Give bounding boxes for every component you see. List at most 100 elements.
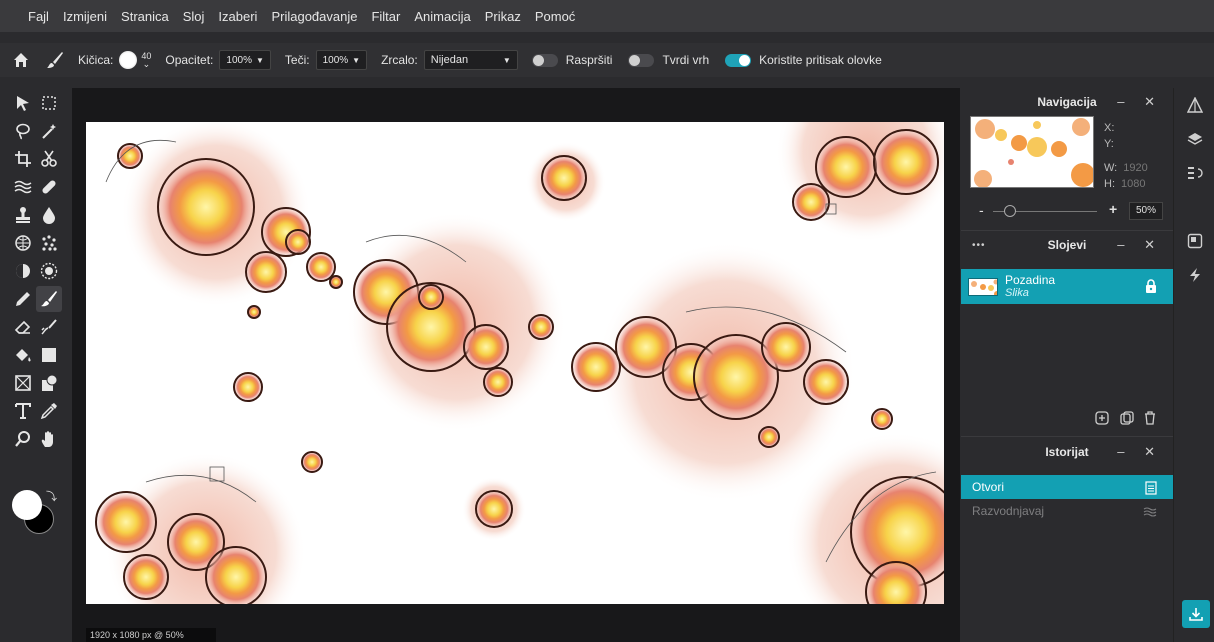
scatter-toggle[interactable] — [531, 53, 558, 67]
menu-help[interactable]: Pomoć — [534, 8, 576, 24]
download-icon — [1189, 608, 1203, 621]
zoom-slider-thumb[interactable] — [1004, 205, 1016, 217]
panel-controls[interactable]: – ✕ — [1117, 94, 1163, 109]
panel-controls[interactable]: – ✕ — [1117, 237, 1163, 252]
document-icon — [1145, 475, 1157, 499]
side-panels: Navigacija – ✕ X: Y: W: 19 — [961, 88, 1173, 642]
lightning-icon[interactable] — [1184, 264, 1206, 286]
menu-animation[interactable]: Animacija — [414, 8, 471, 24]
pencil-tool[interactable] — [10, 286, 36, 312]
layers-icon[interactable] — [1184, 128, 1206, 150]
history-item-open[interactable]: Otvori — [961, 475, 1173, 499]
move-tool[interactable] — [10, 90, 36, 116]
menu-filter[interactable]: Filtar — [371, 8, 401, 24]
gradient-tool[interactable] — [36, 342, 62, 368]
hand-tool[interactable] — [36, 426, 62, 452]
sponge-tool[interactable] — [10, 230, 36, 256]
eraser-icon — [14, 320, 31, 334]
brush-tool[interactable] — [36, 286, 62, 312]
brush-size-stepper[interactable]: 40 ⌄ — [141, 52, 151, 69]
brush-preview[interactable] — [119, 51, 138, 69]
add-layer-icon[interactable] — [1095, 411, 1109, 428]
menu-edit[interactable]: Izmijeni — [62, 8, 108, 24]
layer-type: Slika — [1005, 287, 1029, 299]
crop-tool[interactable] — [10, 146, 36, 172]
delete-layer-icon[interactable] — [1144, 411, 1156, 428]
navigation-header: Navigacija – ✕ — [961, 88, 1173, 116]
flow-label: Teči: — [284, 53, 310, 67]
brush-label: Kičica: — [78, 53, 114, 67]
download-button[interactable] — [1182, 600, 1210, 628]
scissors-tool[interactable] — [36, 146, 62, 172]
zoom-out-button[interactable]: - — [979, 202, 984, 218]
frame-icon — [15, 375, 31, 391]
canvas-workarea: 1920 x 1080 px @ 50% — [72, 88, 960, 642]
menu-layer[interactable]: Sloj — [182, 8, 205, 24]
healing-tool[interactable] — [36, 174, 62, 200]
swap-colors-icon[interactable]: ⤵ — [46, 491, 57, 503]
foreground-color-swatch[interactable] — [12, 490, 42, 520]
color-picker-tool[interactable] — [36, 398, 62, 424]
sponge-globe-icon — [15, 235, 31, 251]
pen-pressure-toggle[interactable] — [725, 53, 752, 67]
color-swatches: ⤵ — [12, 486, 62, 536]
zoom-tool[interactable] — [10, 426, 36, 452]
spot-heal-tool[interactable] — [36, 258, 62, 284]
liquify-tool[interactable] — [10, 174, 36, 200]
pen-pressure-label: Koristite pritisak olovke — [759, 53, 882, 67]
zoom-in-button[interactable]: + — [1109, 201, 1118, 217]
blur-tool[interactable] — [36, 202, 62, 228]
history-panel: Istorijat – ✕ Otvori Razvodnjavaj — [961, 436, 1173, 642]
navigation-thumbnail[interactable] — [970, 116, 1094, 188]
menu-adjustments[interactable]: Prilagođavanje — [271, 8, 358, 24]
panel-controls[interactable]: – ✕ — [1117, 444, 1163, 459]
layer-name: Pozadina — [1005, 273, 1056, 287]
y-coordinate: Y: — [1104, 138, 1114, 150]
sketch-lines — [105, 140, 937, 563]
lock-icon[interactable] — [1145, 279, 1157, 296]
gradient-icon — [42, 348, 56, 362]
mirror-value: Nijedan — [430, 54, 469, 66]
layer-item[interactable]: Pozadina Slika — [961, 269, 1173, 304]
mirror-select[interactable]: Nijedan ▼ — [423, 50, 518, 70]
chevron-down-icon: ⌄ — [142, 59, 151, 69]
eraser-tool[interactable] — [10, 314, 36, 340]
zoom-value-input[interactable]: 50% — [1129, 202, 1163, 220]
menu-view[interactable]: Prikaz — [484, 8, 521, 24]
waves-icon — [14, 180, 32, 194]
zoom-slider[interactable] — [993, 205, 1097, 217]
dodge-tool[interactable] — [10, 258, 36, 284]
menu-file[interactable]: Fajl — [28, 8, 49, 24]
home-icon[interactable] — [10, 49, 32, 71]
image-canvas[interactable] — [86, 122, 944, 604]
pixelate-tool[interactable] — [36, 230, 62, 256]
text-tool[interactable] — [10, 398, 36, 424]
smudge-tool[interactable] — [36, 314, 62, 340]
navigator-icon[interactable] — [1184, 230, 1206, 252]
zoom-row: - + 50% — [961, 200, 1173, 224]
lasso-tool[interactable] — [10, 118, 36, 144]
crop-icon — [15, 151, 31, 167]
duplicate-layer-icon[interactable] — [1120, 411, 1134, 428]
layers-menu-button[interactable]: ••• — [972, 239, 986, 251]
magic-wand-tool[interactable] — [36, 118, 62, 144]
dots-icon — [42, 235, 57, 251]
history-icon[interactable] — [1184, 162, 1206, 184]
menu-select[interactable]: Izaberi — [218, 8, 258, 24]
hard-tip-toggle[interactable] — [628, 53, 655, 67]
magnifier-icon — [15, 431, 30, 447]
opacity-dropdown[interactable]: 100% ▼ — [219, 50, 271, 70]
stamp-tool[interactable] — [10, 202, 36, 228]
h-value: 1080 — [1121, 178, 1146, 190]
fill-tool[interactable] — [10, 342, 36, 368]
layer-thumbnail-preview — [971, 279, 997, 295]
frame-tool[interactable] — [10, 370, 36, 396]
shape-tool[interactable] — [36, 370, 62, 396]
flow-dropdown[interactable]: 100% ▼ — [315, 50, 368, 70]
marquee-tool[interactable] — [36, 90, 62, 116]
history-title: Istorijat — [1045, 445, 1089, 459]
menu-page[interactable]: Stranica — [121, 8, 169, 24]
history-item-dilute[interactable]: Razvodnjavaj — [961, 499, 1173, 523]
sun-target-icon — [40, 262, 58, 280]
adjust-icon[interactable] — [1184, 94, 1206, 116]
